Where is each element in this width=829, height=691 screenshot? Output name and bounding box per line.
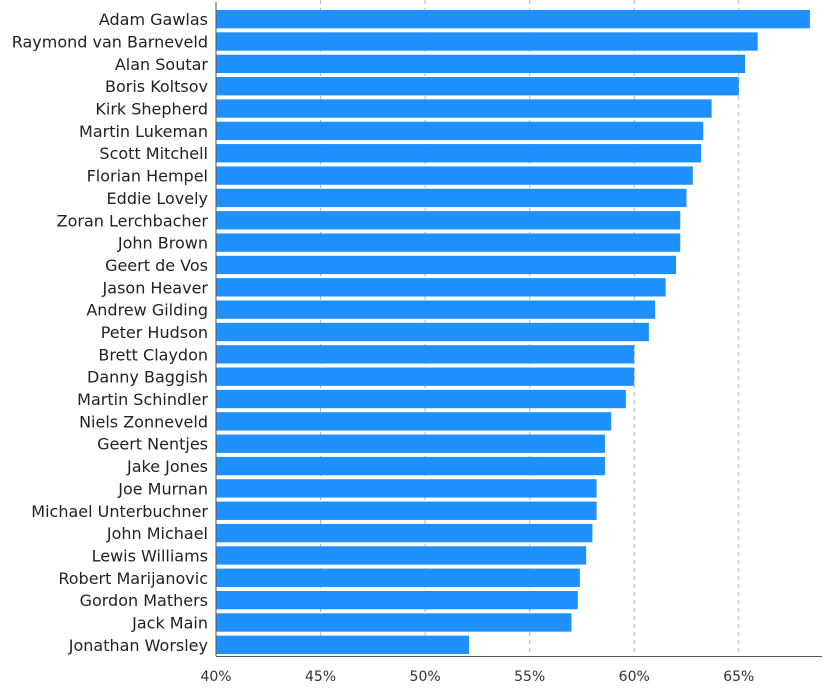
bar <box>216 32 758 51</box>
bar <box>216 479 597 498</box>
category-label: John Michael <box>106 524 208 543</box>
category-label: Geert de Vos <box>105 256 208 275</box>
category-label: Gordon Mathers <box>80 591 208 610</box>
category-label: Jack Main <box>131 613 208 632</box>
category-label: Eddie Lovely <box>107 189 208 208</box>
bar <box>216 54 746 74</box>
bar <box>216 188 687 208</box>
bar <box>216 590 578 610</box>
category-label: Niels Zonneveld <box>79 412 208 431</box>
bar <box>216 345 635 364</box>
bar <box>216 99 712 118</box>
category-label: Martin Schindler <box>77 390 208 409</box>
bar <box>216 300 656 319</box>
bar <box>216 233 681 252</box>
bars <box>216 10 810 654</box>
category-label: Michael Unterbuchner <box>31 502 208 521</box>
category-label: Adam Gawlas <box>99 10 208 29</box>
bar <box>216 367 635 386</box>
bar <box>216 389 626 409</box>
x-tick-label: 55% <box>514 669 545 685</box>
x-axis: 40% 45% 50% 55% 60% 65% <box>200 2 822 685</box>
category-label: Boris Koltsov <box>105 77 208 96</box>
bar <box>216 166 693 185</box>
category-label: Martin Lukeman <box>79 122 208 141</box>
bar <box>216 501 597 520</box>
category-label: Zoran Lerchbacher <box>57 211 209 230</box>
bar <box>216 412 612 431</box>
bar <box>216 211 681 230</box>
bar <box>216 322 649 342</box>
bar <box>216 255 677 275</box>
category-label: Jonathan Worsley <box>68 636 208 655</box>
x-tick-label: 50% <box>410 669 441 685</box>
category-labels: Adam Gawlas Raymond van Barneveld Alan Sou… <box>12 10 209 655</box>
bar <box>216 10 810 29</box>
bar <box>216 278 666 297</box>
bar <box>216 635 470 654</box>
bar <box>216 523 593 543</box>
category-label: Alan Soutar <box>115 55 209 74</box>
bar <box>216 568 580 587</box>
category-label: Danny Baggish <box>87 368 208 387</box>
category-label: Kirk Shepherd <box>95 100 208 119</box>
x-tick-label: 45% <box>305 669 336 685</box>
category-label: Andrew Gilding <box>86 301 208 320</box>
bar <box>216 546 587 565</box>
category-label: Joe Murnan <box>117 479 208 498</box>
bar <box>216 144 702 163</box>
bar <box>216 613 572 632</box>
category-label: Robert Marijanovic <box>58 569 208 588</box>
bar <box>216 77 739 96</box>
bar <box>216 456 605 476</box>
category-label: Raymond van Barneveld <box>12 33 208 52</box>
x-tick-label: 65% <box>723 669 754 685</box>
category-label: Peter Hudson <box>101 323 208 342</box>
category-label: Jason Heaver <box>102 278 209 297</box>
category-label: Florian Hempel <box>87 167 208 186</box>
x-tick-label: 40% <box>200 669 231 685</box>
category-label: Scott Mitchell <box>99 144 208 163</box>
bar <box>216 434 605 453</box>
category-label: John Brown <box>117 234 208 253</box>
category-label: Geert Nentjes <box>97 435 208 454</box>
category-label: Lewis Williams <box>92 546 208 565</box>
category-label: Jake Jones <box>126 457 208 476</box>
category-label: Brett Claydon <box>98 345 208 364</box>
x-tick-label: 60% <box>619 669 650 685</box>
bar <box>216 121 704 141</box>
